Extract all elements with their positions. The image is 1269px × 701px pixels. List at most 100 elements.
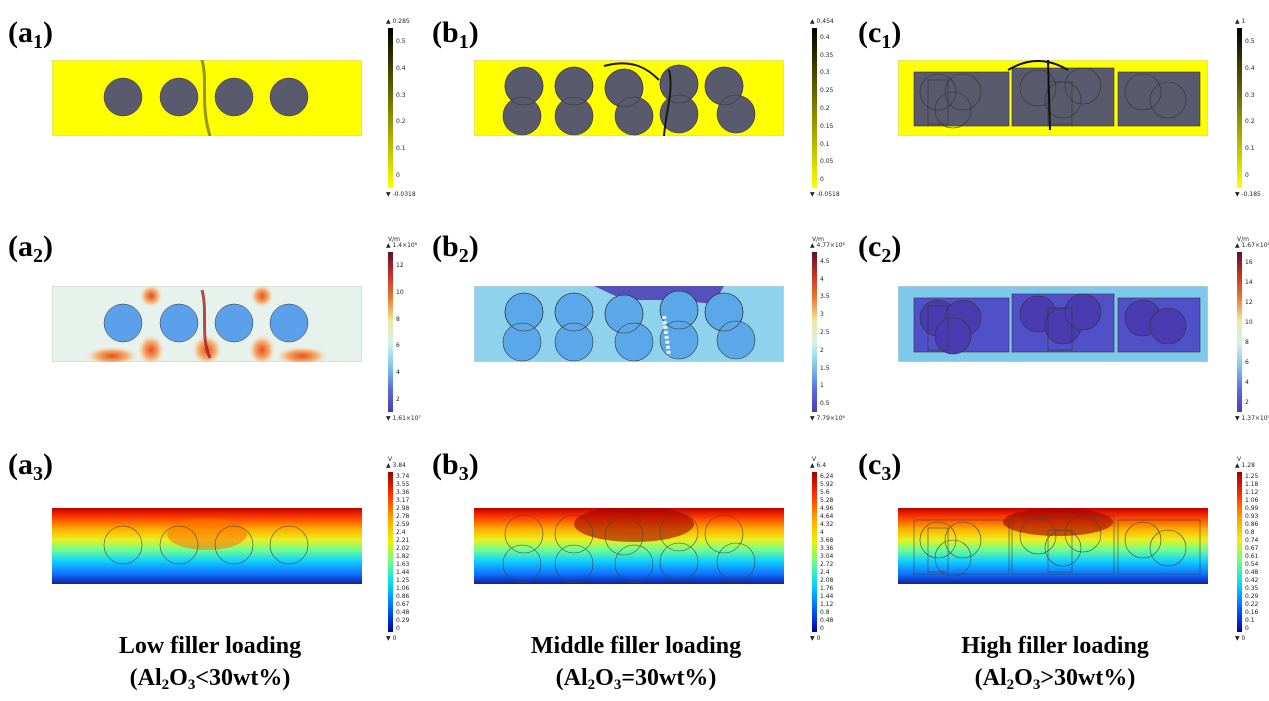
colorbar-tick-label: 1.06 — [396, 585, 410, 592]
colorbar-max-label: ▲ 1.28 — [1235, 462, 1255, 469]
colorbar-max-label: ▲ 6.4 — [810, 462, 827, 469]
colorbar-tick-label: 0.5 — [1245, 38, 1255, 46]
colorbar-gradient — [812, 252, 817, 412]
colorbar-tick-label: 1.82 — [396, 553, 410, 560]
colorbar-min-label: ▼ 1.37×10⁵ — [1235, 415, 1269, 422]
colorbar-tick-label: 0.93 — [1245, 513, 1259, 520]
panel-label-b1: (b1) — [432, 16, 479, 53]
colorbar-gradient — [1237, 472, 1242, 632]
colorbar-tick-label: 1.25 — [1245, 473, 1259, 480]
colorbar-tick-label: 0.86 — [396, 593, 410, 600]
colorbar-tick-label: 0.5 — [396, 38, 406, 46]
colorbar-tick-label: 2.08 — [820, 577, 834, 584]
colorbar-tick-label: 5.28 — [820, 497, 834, 504]
colorbar-tick-label: 0.1 — [1245, 617, 1255, 624]
caption-title: High filler loading — [961, 633, 1149, 659]
colorbar-tick-label: 0.3 — [1245, 91, 1255, 99]
colorbar-tick-label: 0.48 — [1245, 569, 1259, 576]
colorbar-tick-label: 0.2 — [1245, 118, 1255, 126]
colorbar-tick-label: 1.63 — [396, 561, 410, 568]
colorbar-tick-label: 0.99 — [1245, 505, 1259, 512]
colorbar-tick-label: 3.36 — [820, 545, 834, 552]
potential-panel-c3 — [898, 508, 1208, 584]
colorbar-unit: V — [1237, 456, 1242, 463]
colorbar-tick-label: 0.86 — [1245, 521, 1259, 528]
colorbar-gradient — [388, 28, 393, 188]
colorbar-tick-label: 0.1 — [396, 145, 406, 152]
colorbar-tick-label: 1.06 — [1245, 497, 1259, 504]
colorbar-tick-label: 0.05 — [820, 158, 834, 166]
colorbar-tick-label: 2 — [1245, 399, 1249, 406]
colorbar-tick-label: 0.74 — [1245, 537, 1259, 544]
colorbar-tick-label: 2.21 — [396, 537, 410, 544]
colorbar-tick-label: 0.22 — [1245, 601, 1259, 608]
colorbar-tick-label: 4 — [820, 275, 824, 283]
panel-label-c1: (c1) — [858, 16, 902, 53]
panel-label-a2: (a2) — [8, 230, 53, 267]
colorbar-max-label: ▲ 0.454 — [810, 18, 834, 25]
electric-field-panel-a2 — [52, 286, 362, 362]
colorbar-tick-label: 16 — [1245, 259, 1253, 266]
colorbar-tick-label: 0.54 — [1245, 561, 1259, 568]
panel-label-b2: (b2) — [432, 230, 479, 267]
colorbar-unit: V/m — [388, 236, 400, 243]
colorbar-tick-label: 3.17 — [396, 497, 410, 504]
colorbar-tick-label: 0.3 — [820, 69, 830, 77]
colorbar-tick-label: 0 — [820, 625, 824, 632]
caption-low-filler: Low filler loading (Al2O3<30wt%) — [40, 630, 380, 701]
colorbar-tick-label: 4.5 — [820, 257, 830, 265]
potential-panel-a3 — [52, 508, 362, 584]
colorbar-tick-label: 0.29 — [1245, 593, 1259, 600]
colorbar-tick-label: 0.61 — [1245, 553, 1259, 560]
colorbar-tick-label: 3 — [820, 311, 824, 319]
colorbar-max-label: ▲ 1 — [1235, 18, 1246, 25]
colorbar-tick-label: 6.24 — [820, 473, 834, 480]
phase-field-panel-b1 — [474, 60, 784, 136]
colorbar-tick-label: 1.5 — [820, 364, 830, 372]
colorbar-gradient — [1237, 28, 1242, 188]
potential-panel-b3 — [474, 508, 784, 584]
colorbar-tick-label: 3.55 — [396, 481, 410, 488]
colorbar-tick-label: 0.35 — [820, 51, 834, 59]
phase-field-panel-a1 — [52, 60, 362, 136]
electric-field-panel-c2 — [898, 286, 1208, 362]
colorbar-tick-label: 0.67 — [396, 601, 410, 608]
colorbar-tick-label: 1.25 — [396, 577, 410, 584]
colorbar-tick-label: 0.1 — [1245, 145, 1255, 152]
colorbar-tick-label: 3.04 — [820, 553, 834, 560]
colorbar-tick-label: 0.2 — [396, 118, 406, 126]
colorbar-tick-label: 2.4 — [820, 569, 830, 576]
colorbar-min-label: ▼ 1.61×10⁷ — [386, 415, 421, 422]
colorbar-tick-label: 0.29 — [396, 617, 410, 624]
colorbar-tick-label: 4 — [1245, 379, 1249, 386]
colorbar-tick-label: 5.92 — [820, 481, 834, 488]
panel-label-a3: (a3) — [8, 448, 53, 485]
colorbar-tick-label: 4.64 — [820, 513, 834, 520]
colorbar-tick-label: 1.18 — [1245, 481, 1259, 488]
colorbar-tick-label: 1.12 — [1245, 489, 1259, 496]
colorbar-tick-label: 1.44 — [820, 593, 834, 600]
colorbar-tick-label: 4 — [396, 369, 400, 376]
colorbar-tick-label: 0.4 — [396, 65, 406, 72]
colorbar-tick-label: 0.3 — [396, 91, 406, 99]
caption-formula: (Al2O3=30wt%) — [555, 665, 717, 693]
colorbar-gradient — [812, 472, 817, 632]
panel-label-c3: (c3) — [858, 448, 902, 485]
colorbar-tick-label: 0.48 — [820, 617, 834, 624]
colorbar-unit: V/m — [1237, 236, 1249, 243]
colorbar-tick-label: 2.4 — [396, 529, 406, 536]
colorbar-max-label: ▲ 4.77×10⁸ — [810, 242, 845, 249]
colorbar-tick-label: 2.98 — [396, 505, 410, 512]
colorbar-tick-label: 2.59 — [396, 521, 410, 528]
colorbar-min-label: ▼ -0.0518 — [810, 191, 840, 198]
caption-formula: (Al2O3>30wt%) — [974, 665, 1136, 693]
colorbar-min-label: ▼ -0.0318 — [386, 191, 416, 198]
colorbar-tick-label: 1 — [820, 382, 824, 390]
colorbar-tick-label: 0.2 — [820, 105, 830, 112]
colorbar-tick-label: 1.76 — [820, 585, 834, 592]
panel-label-c2: (c2) — [858, 230, 902, 267]
colorbar-tick-label: 2 — [820, 346, 824, 354]
colorbar-tick-label: 8 — [1245, 339, 1249, 346]
colorbar-tick-label: 8 — [396, 315, 400, 323]
colorbar-tick-label: 12 — [396, 262, 404, 270]
